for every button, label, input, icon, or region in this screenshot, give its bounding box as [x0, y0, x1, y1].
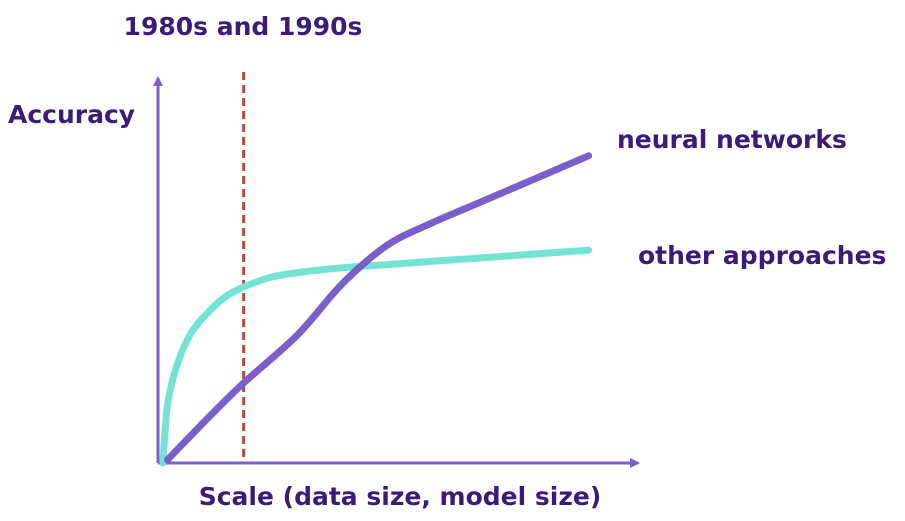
axes: [153, 76, 640, 468]
series-layer: [159, 152, 593, 467]
series-line-other-approaches: [159, 246, 593, 467]
series-line-neural-networks: [164, 152, 593, 464]
x-axis-label: Scale (data size, model size): [199, 482, 602, 511]
series-label-neural-networks: neural networks: [617, 125, 847, 154]
y-axis-label: Accuracy: [8, 100, 135, 129]
series-label-other-approaches: other approaches: [638, 241, 886, 270]
annotation-label: 1980s and 1990s: [124, 12, 363, 41]
